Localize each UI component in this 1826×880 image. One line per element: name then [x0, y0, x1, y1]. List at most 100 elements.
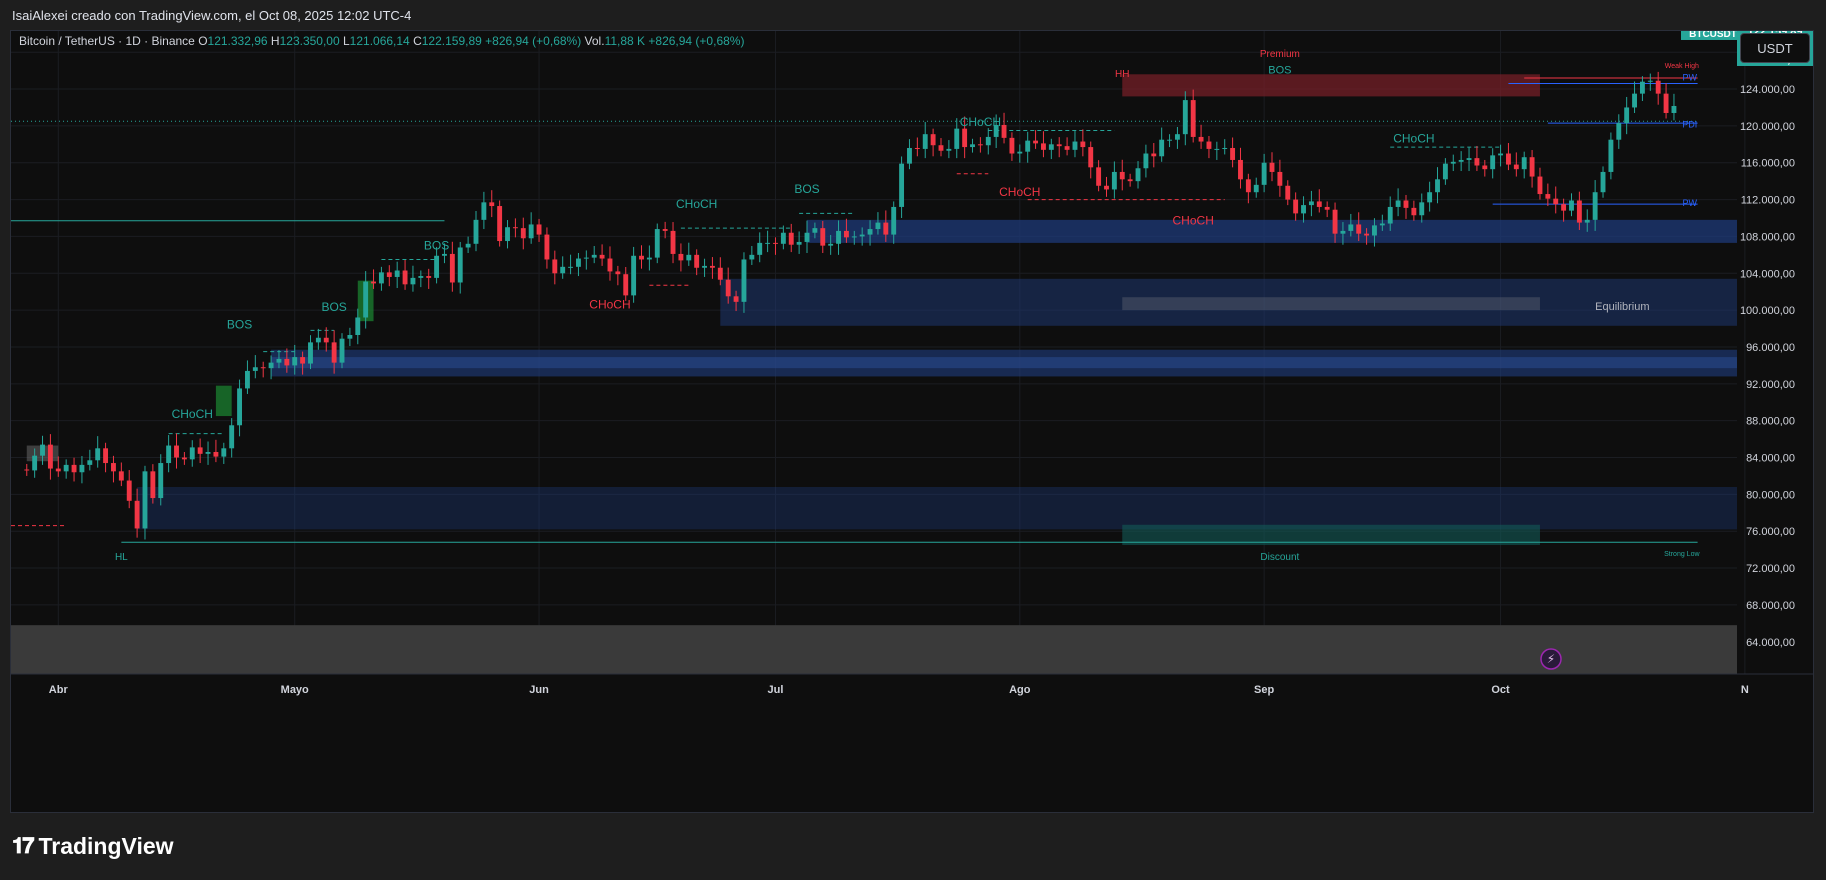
candle-body: [717, 267, 723, 280]
candle-body: [1041, 143, 1046, 150]
time-axis-label: Mayo: [281, 684, 309, 696]
candle-body: [1056, 144, 1062, 147]
candle-body: [654, 229, 660, 258]
legend-item: 11,88 K: [605, 34, 645, 48]
candle-body: [851, 236, 857, 238]
candle-body: [1308, 201, 1314, 206]
candle-body: [1198, 136, 1204, 142]
candle-body: [505, 227, 510, 242]
candle-body: [1569, 200, 1574, 211]
candle-body: [907, 147, 912, 164]
candle-body: [473, 219, 479, 244]
candle-body: [1584, 219, 1590, 223]
candle-body: [465, 243, 471, 248]
time-axis-label: Oct: [1491, 684, 1510, 696]
candle-body: [1127, 179, 1133, 182]
candle-body: [922, 134, 928, 149]
candle-body: [1592, 192, 1598, 220]
candle-body: [386, 272, 392, 277]
lightning-icon-glyph: ⚡: [1547, 652, 1555, 666]
candle-body: [1269, 162, 1275, 172]
candle-body: [213, 451, 219, 457]
time-axis-label: Sep: [1254, 684, 1274, 696]
candle-body: [1080, 141, 1086, 148]
tradingview-wordmark: TradingView: [38, 833, 174, 859]
candle-body: [686, 254, 692, 261]
legend-item: L: [340, 34, 350, 48]
candle-body: [993, 124, 999, 137]
candle-body: [1293, 199, 1299, 214]
chart-legend: Bitcoin / TetherUS · 1D · Binance O121.3…: [19, 34, 744, 48]
chart-credit-header: IsaiAlexei creado con TradingView.com, e…: [12, 8, 412, 23]
candle-body: [339, 338, 345, 363]
candle-body: [1521, 157, 1527, 170]
price-axis-label: 100.000,00: [1740, 305, 1795, 317]
candle-body: [118, 471, 124, 481]
candle-body: [1474, 158, 1480, 166]
candle-body: [457, 247, 463, 283]
candle-body: [244, 370, 250, 389]
candle-body: [1009, 137, 1015, 154]
candle-body: [528, 224, 534, 239]
candle-body: [733, 296, 739, 302]
candle-body: [181, 457, 187, 460]
candle-body: [631, 255, 637, 296]
currency-button[interactable]: USDT: [1740, 33, 1810, 63]
candle-body: [1245, 179, 1251, 193]
candle-body: [1411, 207, 1417, 216]
candlestick-chart[interactable]: Premium BOS HH CHoCH CHoCH BOS CHoCH BOS BOS BOS C…: [11, 31, 1813, 812]
candle-body: [189, 447, 195, 460]
candle-body: [1435, 179, 1440, 193]
order-block-zone: [720, 278, 1737, 326]
candle-body: [394, 270, 400, 277]
candle-body: [79, 464, 85, 473]
legend-item: +826,94 (+0,68%): [482, 34, 581, 48]
candle-body: [954, 128, 960, 149]
candle-body: [1600, 171, 1606, 193]
candle-body: [899, 163, 905, 207]
candle-body: [134, 500, 140, 529]
symbol-tag-label: BTCUSDT: [1689, 31, 1737, 40]
candle-body: [962, 128, 968, 148]
candle-body: [520, 228, 526, 239]
candle-body: [1671, 105, 1677, 113]
candle-body: [95, 448, 101, 461]
candle-body: [142, 471, 148, 529]
price-axis-label: 80.000,00: [1746, 489, 1795, 501]
candle-body: [749, 254, 755, 260]
candle-body: [410, 277, 416, 285]
candle-body: [71, 464, 77, 473]
candle-body: [1616, 123, 1622, 140]
candle-body: [914, 147, 920, 149]
chart-annotation: BOS: [794, 182, 819, 196]
chart-annotation: HL: [115, 552, 128, 563]
candle-body: [1364, 233, 1370, 236]
candle-body: [1088, 147, 1094, 168]
candle-body: [741, 259, 747, 302]
candle-body: [378, 272, 384, 284]
symbol-tag: [1681, 31, 1745, 40]
candle-body: [197, 447, 203, 454]
chart-panel[interactable]: Premium BOS HH CHoCH CHoCH BOS CHoCH BOS BOS BOS C…: [10, 30, 1814, 813]
chart-annotation: BOS: [227, 318, 252, 332]
candle-body: [552, 259, 558, 274]
candle-body: [1301, 205, 1306, 214]
candle-body: [938, 145, 944, 151]
candle-body: [662, 229, 668, 231]
candle-body: [836, 230, 841, 244]
candle-body: [150, 471, 156, 499]
candle-body: [646, 257, 652, 260]
candle-body: [1104, 185, 1109, 190]
candle-body: [363, 281, 369, 318]
candle-body: [1624, 107, 1630, 124]
price-axis-label: 68.000,00: [1746, 600, 1795, 612]
candle-body: [489, 202, 495, 207]
chart-annotation: Premium: [1260, 49, 1300, 60]
candle-body: [1261, 162, 1267, 185]
price-axis-label: 64.000,00: [1746, 637, 1795, 649]
equilibrium-zone: [1122, 297, 1540, 311]
price-axis-label: 108.000,00: [1740, 231, 1795, 243]
candle-body: [308, 342, 313, 364]
candle-body: [1238, 159, 1243, 180]
candle-body: [292, 357, 298, 366]
